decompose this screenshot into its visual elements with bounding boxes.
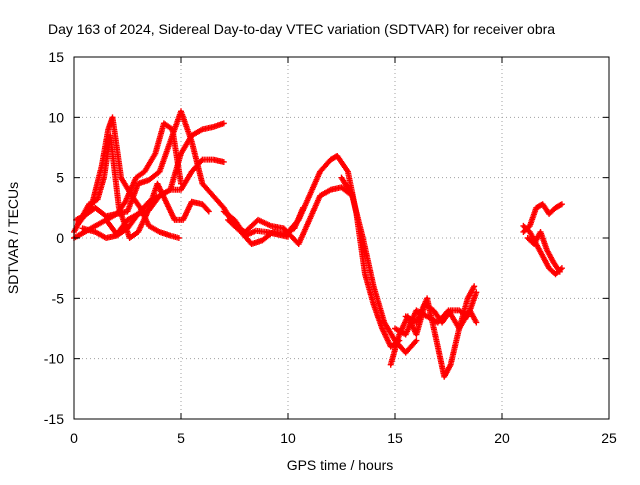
tick-layer bbox=[73, 56, 610, 420]
y-axis-label: SDTVAR / TECUs bbox=[5, 182, 21, 294]
data-point bbox=[220, 158, 227, 165]
data-point bbox=[556, 268, 563, 275]
y-tick-label: -15 bbox=[44, 411, 64, 427]
data-point bbox=[471, 283, 478, 290]
tick-label-layer: 0 5 10 15 20 25 -15 -10 -5 0 5 10 15 bbox=[44, 49, 617, 446]
data-point bbox=[220, 120, 227, 127]
data-series-track-p bbox=[520, 201, 565, 235]
x-tick-label: 0 bbox=[70, 430, 78, 446]
y-tick-label: -10 bbox=[44, 351, 64, 367]
x-tick-label: 25 bbox=[601, 430, 617, 446]
x-tick-label: 15 bbox=[387, 430, 403, 446]
data-series-track-e bbox=[79, 156, 227, 241]
y-tick-label: 5 bbox=[56, 170, 64, 186]
data-series-track-i bbox=[242, 184, 356, 248]
data-point bbox=[558, 201, 565, 208]
y-tick-label: 10 bbox=[48, 109, 64, 125]
data-point bbox=[413, 337, 420, 344]
x-tick-label: 5 bbox=[177, 430, 185, 446]
x-tick-label: 10 bbox=[280, 430, 296, 446]
data-series-track-n bbox=[392, 307, 480, 338]
x-axis-label: GPS time / hours bbox=[287, 457, 394, 473]
data-point bbox=[557, 201, 564, 208]
y-tick-label: 15 bbox=[48, 49, 64, 65]
data-point bbox=[205, 208, 212, 215]
data-point bbox=[175, 235, 182, 241]
data-point bbox=[473, 289, 480, 296]
y-tick-label: 0 bbox=[56, 230, 64, 246]
data-series-track-q bbox=[524, 228, 563, 275]
chart-title: Day 163 of 2024, Sidereal Day-to-day VTE… bbox=[48, 21, 555, 37]
data-point bbox=[204, 207, 211, 214]
y-tick-label: -5 bbox=[52, 290, 65, 306]
data-layer bbox=[71, 108, 565, 380]
x-tick-label: 20 bbox=[494, 430, 510, 446]
data-point bbox=[473, 319, 480, 326]
